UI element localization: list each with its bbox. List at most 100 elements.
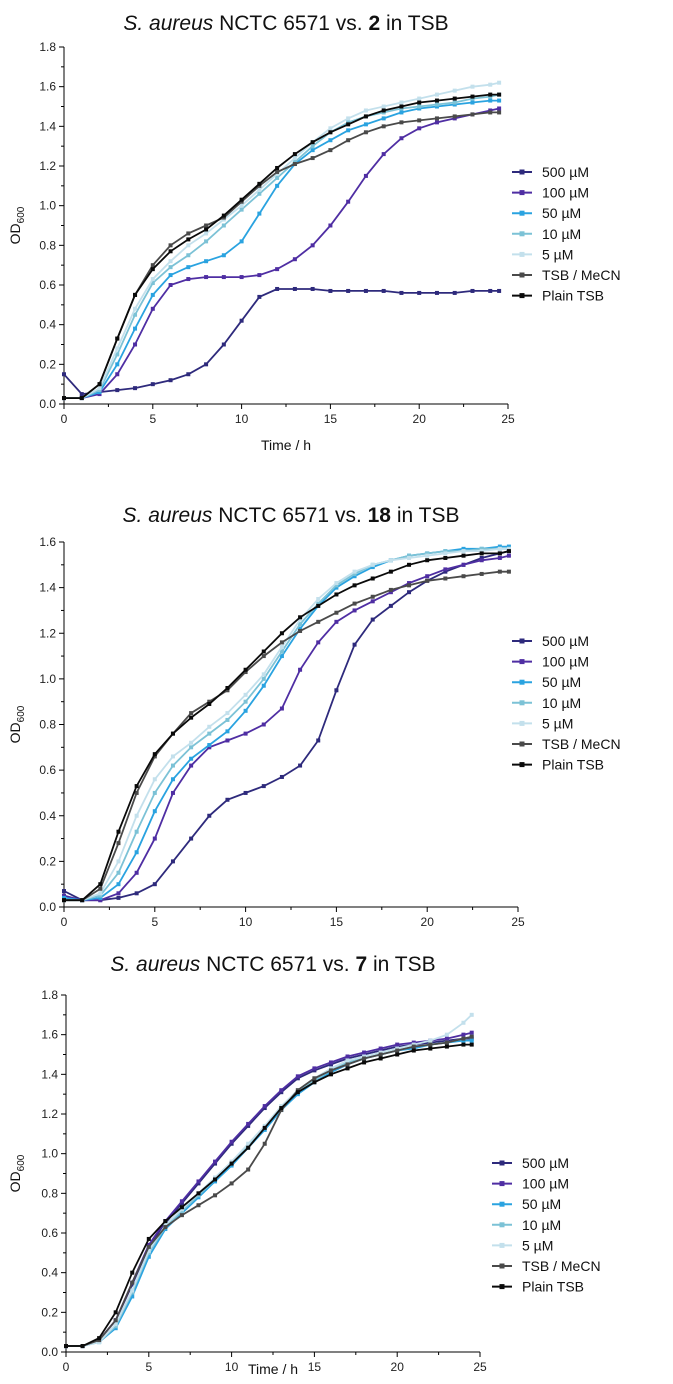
data-point	[479, 549, 484, 554]
data-point	[196, 1203, 201, 1208]
data-point	[246, 1167, 251, 1172]
data-point	[189, 711, 194, 716]
series-line	[66, 1014, 473, 1347]
y-tick-label: 1.6	[41, 1028, 58, 1042]
series-7	[64, 1042, 474, 1349]
data-point	[346, 116, 351, 121]
legend-item: TSB / MeCN	[492, 1258, 601, 1274]
data-point	[115, 372, 120, 377]
x-tick-label: 20	[421, 915, 435, 929]
data-point	[479, 546, 484, 551]
data-point	[370, 599, 375, 604]
y-axis-label: OD600	[7, 206, 27, 244]
data-point	[310, 144, 315, 149]
data-point	[170, 754, 175, 759]
y-tick-label: 1.0	[41, 1147, 58, 1161]
data-point	[261, 654, 266, 659]
data-point	[221, 213, 226, 218]
series-line	[64, 547, 509, 902]
legend-swatch-marker	[499, 1263, 505, 1269]
x-axis-label: Time / h	[248, 1361, 298, 1377]
data-point	[98, 891, 103, 896]
data-point	[221, 342, 226, 347]
data-point	[134, 850, 139, 855]
data-point	[115, 352, 120, 357]
data-point	[497, 569, 502, 574]
data-point	[443, 576, 448, 581]
data-point	[116, 891, 121, 896]
chart-title-species: S. aureus	[123, 504, 213, 527]
data-point	[257, 181, 262, 186]
series-2	[62, 553, 511, 903]
series-line	[64, 81, 500, 400]
data-point	[275, 286, 280, 291]
data-point	[98, 893, 103, 898]
data-point	[417, 96, 422, 101]
data-point	[497, 555, 502, 560]
legend-swatch-marker	[519, 169, 525, 175]
chart-title-compound: 2	[368, 12, 380, 35]
data-point	[204, 231, 209, 236]
legend-label: Plain TSB	[522, 1279, 584, 1295]
data-point	[298, 763, 303, 768]
data-point	[150, 267, 155, 272]
data-point	[407, 581, 412, 586]
legend-item: 500 µM	[512, 164, 589, 180]
data-point	[98, 886, 103, 891]
legend-label: 100 µM	[542, 654, 589, 670]
data-point	[168, 265, 173, 270]
legend-swatch-marker	[519, 659, 525, 665]
data-point	[133, 342, 138, 347]
data-point	[116, 882, 121, 887]
data-point	[146, 1244, 151, 1249]
data-point	[130, 1270, 135, 1275]
y-tick-label: 1.4	[39, 119, 56, 133]
data-point	[243, 670, 248, 675]
data-point	[152, 882, 157, 887]
x-tick-label: 20	[391, 1360, 405, 1374]
y-tick-label: 0.8	[39, 718, 56, 732]
data-point	[186, 243, 191, 248]
data-point	[207, 699, 212, 704]
data-point	[152, 754, 157, 759]
data-point	[469, 1042, 474, 1047]
data-point	[292, 156, 297, 161]
data-point	[352, 574, 357, 579]
legend-label: 5 µM	[542, 715, 573, 731]
legend-swatch-marker	[499, 1284, 505, 1290]
legend-swatch-marker	[499, 1201, 505, 1207]
data-point	[133, 306, 138, 311]
data-point	[207, 731, 212, 736]
data-point	[130, 1288, 135, 1293]
data-point	[407, 555, 412, 560]
legend: 500 µM 100 µM 50 µM 10 µM 5 µM TSB / MeCN Plai…	[512, 633, 621, 773]
data-point	[381, 104, 386, 109]
data-point	[395, 1052, 400, 1057]
data-point	[312, 1076, 317, 1081]
data-point	[207, 724, 212, 729]
legend-swatch-marker	[519, 762, 525, 768]
data-point	[189, 756, 194, 761]
data-point	[411, 1044, 416, 1049]
data-point	[279, 774, 284, 779]
series-line	[64, 107, 500, 400]
data-point	[150, 292, 155, 297]
data-point	[316, 603, 321, 608]
series-1	[64, 1036, 474, 1349]
data-point	[452, 100, 457, 105]
data-point	[207, 701, 212, 706]
x-tick-label: 15	[308, 1360, 322, 1374]
data-point	[346, 199, 351, 204]
chart-1: S. aureus NCTC 6571 vs. 2 in TSB 0.0 0.2 0.…	[7, 12, 621, 453]
legend-item: 5 µM	[512, 715, 573, 731]
data-point	[334, 581, 339, 586]
data-point	[363, 130, 368, 135]
data-point	[388, 587, 393, 592]
data-point	[225, 729, 230, 734]
data-point	[363, 173, 368, 178]
data-point	[381, 288, 386, 293]
legend-swatch-marker	[519, 741, 525, 747]
data-point	[352, 601, 357, 606]
data-point	[113, 1322, 118, 1327]
data-point	[189, 745, 194, 750]
